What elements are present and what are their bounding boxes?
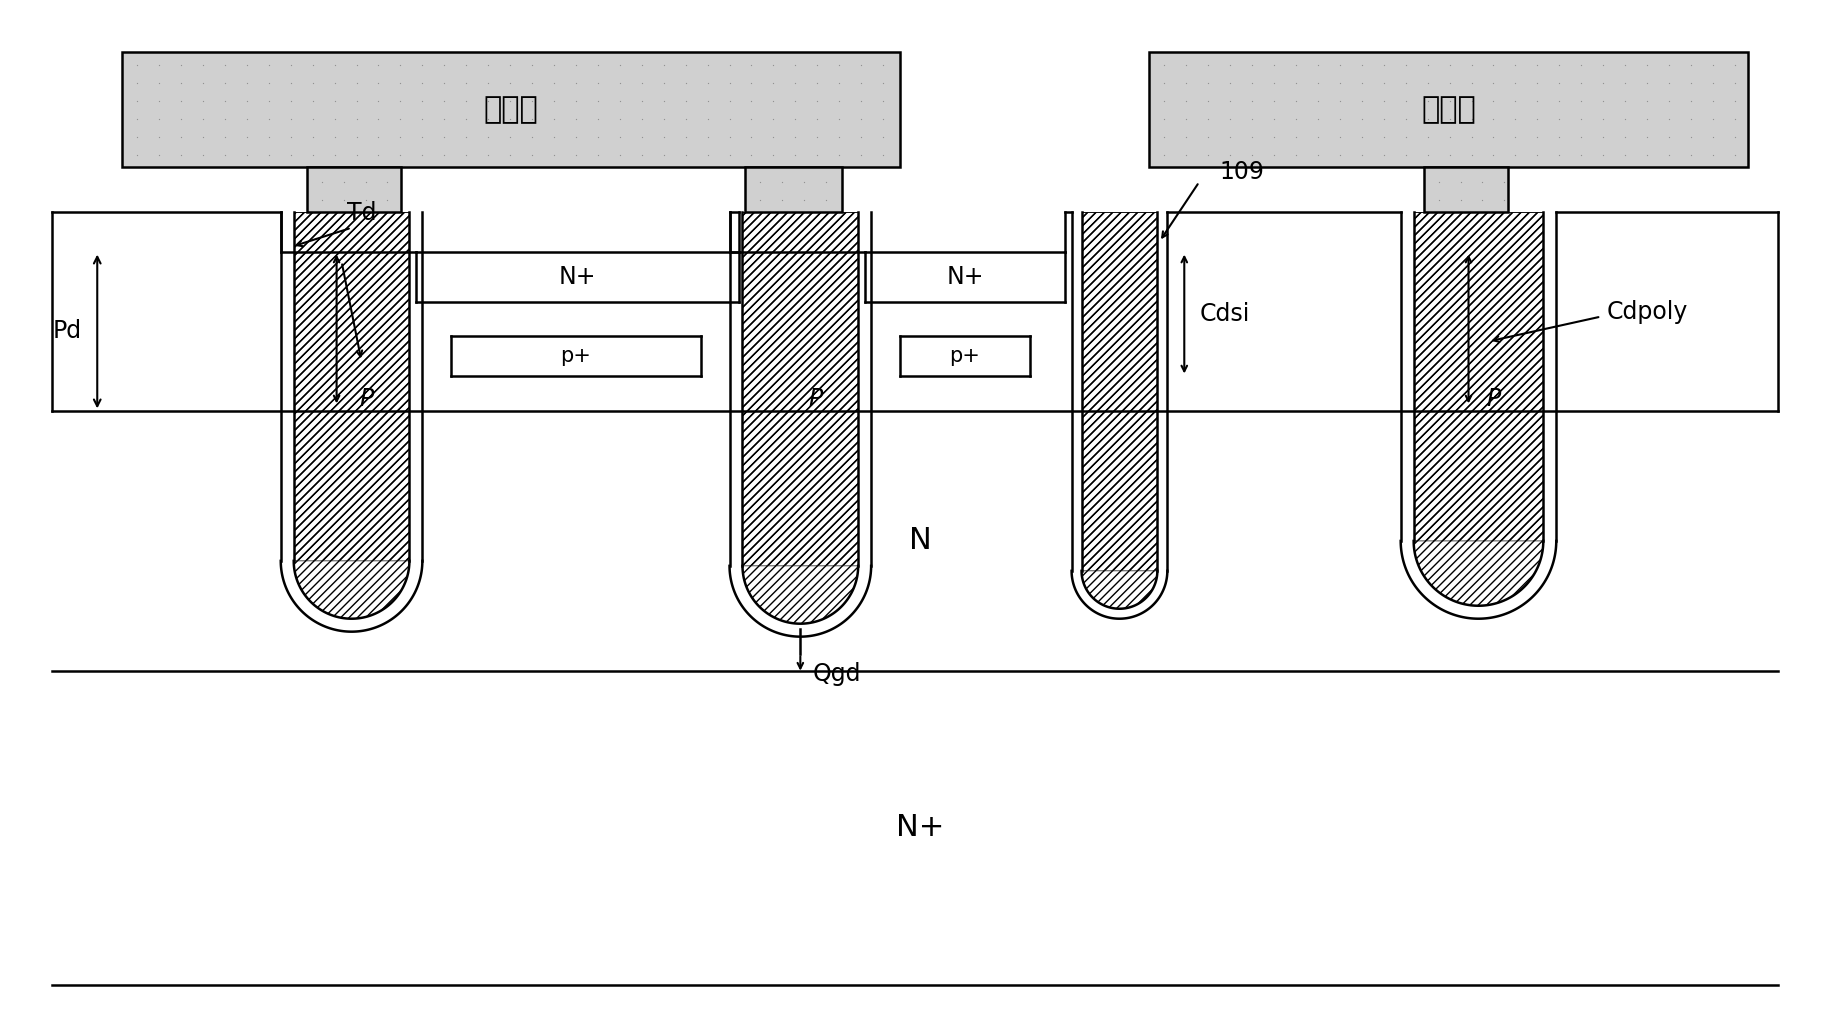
Text: P: P [809,387,823,411]
Bar [1423,167,1508,211]
Text: Cdpoly: Cdpoly [1606,299,1687,324]
Bar [122,52,901,167]
Bar [306,167,401,211]
Text: N+: N+ [947,264,984,289]
Polygon shape [1401,541,1556,619]
Text: N: N [908,527,932,555]
Text: N+: N+ [895,813,943,842]
Text: p+: p+ [949,346,980,367]
Polygon shape [1071,571,1167,619]
Text: p+: p+ [561,346,591,367]
Text: Qgd: Qgd [812,662,860,685]
Text: Td: Td [347,201,377,225]
Text: Cdsi: Cdsi [1200,302,1250,326]
Polygon shape [281,561,423,632]
Wedge shape [1082,571,1157,609]
Text: P: P [360,387,373,411]
Text: N+: N+ [559,264,596,289]
Polygon shape [729,566,871,637]
Wedge shape [1414,541,1543,605]
Text: Pd: Pd [54,320,81,343]
Text: P: P [1486,387,1501,411]
Wedge shape [742,566,858,624]
Text: 109: 109 [1218,160,1265,184]
Text: 源金属: 源金属 [484,95,539,125]
Bar [746,167,842,211]
Wedge shape [294,561,410,619]
Bar [1150,52,1748,167]
Text: 栅金属: 栅金属 [1421,95,1477,125]
